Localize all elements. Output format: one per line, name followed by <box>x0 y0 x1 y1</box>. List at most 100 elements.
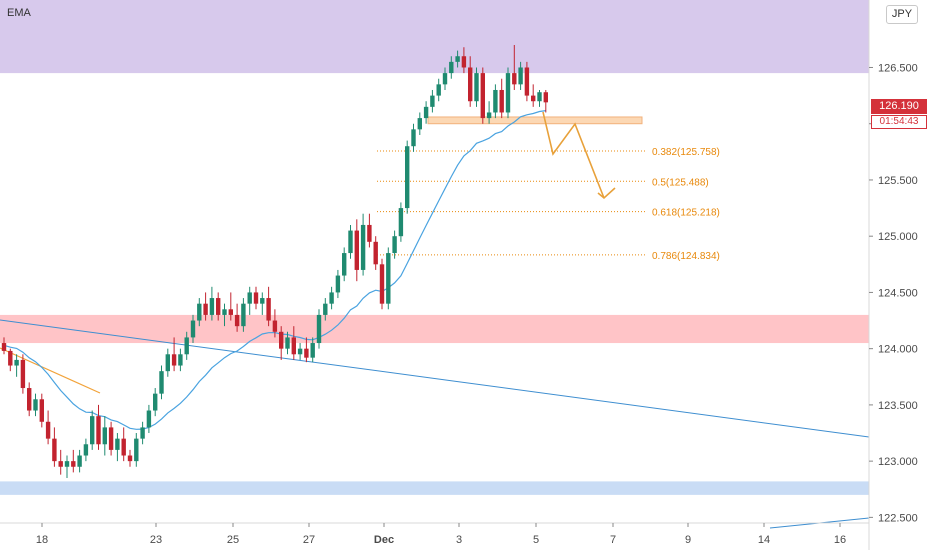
candle-body <box>197 303 202 321</box>
candle-body <box>209 298 215 315</box>
candle-body <box>316 314 322 344</box>
date-tick-label-3: 27 <box>303 534 315 546</box>
candle-body <box>171 354 177 366</box>
candle-body <box>449 61 454 74</box>
candle-body <box>335 275 341 293</box>
candle-body <box>442 73 448 85</box>
candle-body <box>102 427 107 445</box>
candle-body <box>165 354 170 372</box>
fib-label-2: 0.618(125.218) <box>652 208 720 219</box>
candle-body <box>52 438 57 462</box>
entry-zone <box>427 116 643 125</box>
candle-body <box>411 129 416 147</box>
price-tick-label-4: 124.500 <box>878 287 918 299</box>
candle-body <box>461 56 467 68</box>
candle-body <box>430 95 435 107</box>
currency-button[interactable]: JPY <box>886 5 918 24</box>
candle-body <box>373 241 378 265</box>
candle-body <box>153 393 158 411</box>
candle-body <box>279 331 284 349</box>
candle-body <box>1 343 7 351</box>
candle-body <box>524 67 530 96</box>
resistance-zone <box>0 314 869 344</box>
price-tick-label-8: 122.500 <box>878 512 918 524</box>
candle-body <box>71 461 76 467</box>
candle-body <box>518 67 523 85</box>
candle-body <box>348 230 353 254</box>
fib-label-3: 0.786(124.834) <box>652 251 720 262</box>
candle-body <box>512 73 517 85</box>
candle-body <box>360 224 366 270</box>
candle-body <box>260 298 265 304</box>
candle-body <box>480 73 485 119</box>
price-tick-label-5: 124.000 <box>878 344 918 356</box>
candle-body <box>266 298 271 321</box>
date-tick-label-1: 23 <box>150 534 162 546</box>
candle-body <box>115 438 120 450</box>
descending-trendline <box>0 319 870 438</box>
candle-body <box>159 371 164 394</box>
candle-body <box>203 303 208 315</box>
candle-body <box>27 388 32 411</box>
date-tick-label-8: 9 <box>685 534 691 546</box>
candle-body <box>33 399 38 411</box>
candle-body <box>474 73 479 102</box>
candle-body <box>216 298 221 315</box>
indicator-label[interactable]: EMA <box>7 7 31 19</box>
candle-body <box>329 292 334 304</box>
date-tick-label-9: 14 <box>758 534 770 546</box>
price-tick-label-6: 123.500 <box>878 400 918 412</box>
candle-body <box>297 348 303 355</box>
last-price-badge: 126.190 <box>871 99 927 114</box>
candle-body <box>241 303 246 327</box>
candle-body <box>190 320 196 338</box>
candle-body <box>64 461 70 467</box>
supply-zone <box>0 0 869 74</box>
price-tick-label-0: 126.500 <box>878 62 918 74</box>
candle-body <box>222 309 227 315</box>
candle-body <box>20 359 26 389</box>
low-zone <box>0 481 869 495</box>
candle-body <box>108 427 114 450</box>
ema-line <box>3 110 546 430</box>
candle-body <box>234 314 240 327</box>
candle-body <box>468 67 473 102</box>
candle-body <box>83 444 89 456</box>
candle-body <box>228 309 233 315</box>
date-tick-label-4: Dec <box>374 534 394 546</box>
candle-body <box>39 399 44 422</box>
candle-body <box>354 230 359 270</box>
date-tick-label-7: 7 <box>610 534 616 546</box>
candle-body <box>455 56 460 62</box>
candle-body <box>140 427 145 439</box>
candle-body <box>499 89 504 113</box>
price-tick-label-3: 125.000 <box>878 231 918 243</box>
candle-body <box>379 264 385 304</box>
candle-body <box>272 320 278 332</box>
candle-body <box>184 337 189 355</box>
candle-body <box>386 253 391 304</box>
date-tick-label-10: 16 <box>834 534 846 546</box>
price-tick-label-7: 123.000 <box>878 456 918 468</box>
candle-body <box>45 421 51 439</box>
candle-body <box>398 208 404 237</box>
candle-body <box>367 224 372 242</box>
candle-body <box>531 95 536 102</box>
candle-body <box>96 416 101 445</box>
candle-body <box>323 303 328 315</box>
candle-body <box>247 292 252 304</box>
candle-body <box>291 337 296 355</box>
candle-body <box>90 416 95 445</box>
candle-body <box>146 410 152 428</box>
candle-body <box>543 92 548 103</box>
candle-body <box>8 350 13 366</box>
candle-body <box>285 337 290 349</box>
candle-body <box>342 253 347 276</box>
projection-path <box>542 111 605 199</box>
candle-body <box>14 359 19 366</box>
candle-body <box>423 106 429 119</box>
fib-label-0: 0.382(125.758) <box>652 147 720 158</box>
candle-body <box>134 438 139 462</box>
